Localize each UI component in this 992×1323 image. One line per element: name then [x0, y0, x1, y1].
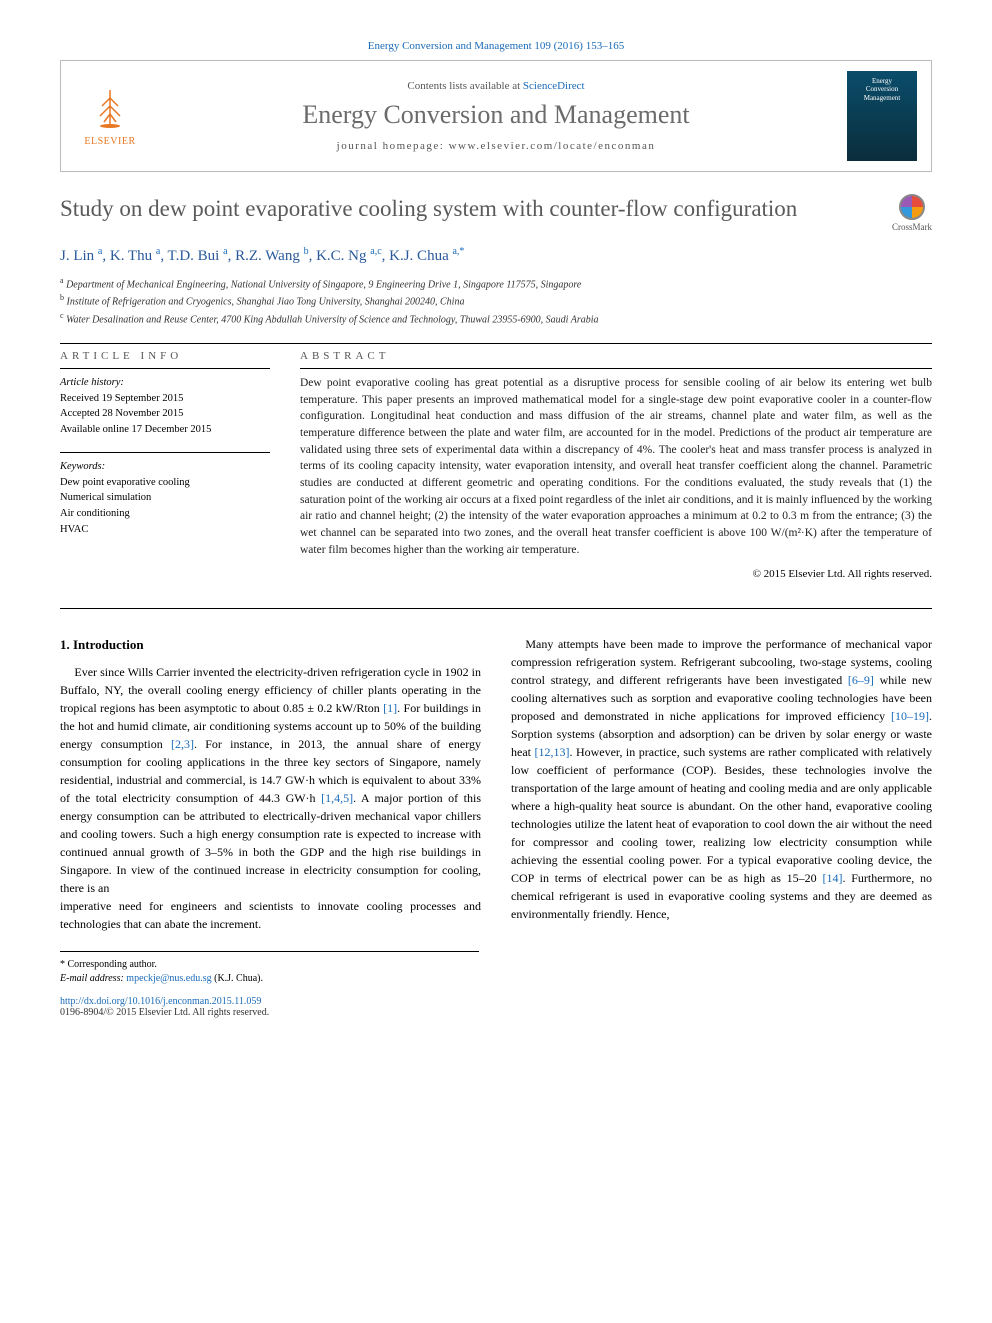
contents-line: Contents lists available at ScienceDirec… [145, 80, 847, 92]
keyword: Air conditioning [60, 506, 270, 522]
abstract-text: Dew point evaporative cooling has great … [300, 375, 932, 558]
article-info-label: ARTICLE INFO [60, 350, 270, 362]
keyword: HVAC [60, 522, 270, 538]
email-link[interactable]: mpeckje@nus.edu.sg [126, 973, 211, 984]
elsevier-tree-icon [88, 86, 132, 136]
abstract-label: ABSTRACT [300, 350, 932, 362]
body-paragraph: Ever since Wills Carrier invented the el… [60, 663, 481, 897]
citation-link[interactable]: Energy Conversion and Management 109 (20… [368, 40, 624, 52]
doi-link[interactable]: http://dx.doi.org/10.1016/j.enconman.201… [60, 996, 261, 1007]
running-header: Energy Conversion and Management 109 (20… [60, 40, 932, 52]
corresponding-author-footnote: * Corresponding author. E-mail address: … [60, 951, 479, 986]
ref-link[interactable]: [6–9] [848, 673, 874, 687]
journal-homepage: journal homepage: www.elsevier.com/locat… [145, 140, 847, 152]
ref-link[interactable]: [1] [383, 701, 397, 715]
divider [60, 368, 270, 369]
affiliation-line: a Department of Mechanical Engineering, … [60, 275, 932, 292]
ref-link[interactable]: [14] [822, 871, 842, 885]
journal-name: Energy Conversion and Management [145, 100, 847, 130]
ref-link[interactable]: [2,3] [171, 737, 194, 751]
masthead: ELSEVIER Contents lists available at Sci… [60, 60, 932, 172]
issn-copyright: 0196-8904/© 2015 Elsevier Ltd. All right… [60, 1007, 269, 1018]
crossmark-label: CrossMark [892, 222, 932, 232]
section-heading: 1. Introduction [60, 635, 481, 655]
ref-link[interactable]: [12,13] [534, 745, 569, 759]
ref-link[interactable]: [10–19] [891, 709, 929, 723]
crossmark-icon [899, 194, 925, 220]
ref-link[interactable]: [1,4,5] [321, 791, 353, 805]
article-history: Article history: Received 19 September 2… [60, 375, 270, 438]
affiliations: a Department of Mechanical Engineering, … [60, 275, 932, 327]
divider [60, 343, 932, 344]
divider [300, 368, 932, 369]
body-paragraph: imperative need for engineers and scient… [60, 897, 481, 933]
crossmark-badge[interactable]: CrossMark [892, 194, 932, 232]
author-list: J. Lin a, K. Thu a, T.D. Bui a, R.Z. Wan… [60, 246, 932, 265]
divider [60, 608, 932, 609]
body-text: 1. Introduction Ever since Wills Carrier… [60, 635, 932, 933]
divider [60, 452, 270, 453]
publisher-logo: ELSEVIER [75, 81, 145, 151]
article-title: Study on dew point evaporative cooling s… [60, 194, 892, 224]
body-paragraph: Many attempts have been made to improve … [511, 635, 932, 923]
affiliation-line: b Institute of Refrigeration and Cryogen… [60, 292, 932, 309]
keyword: Numerical simulation [60, 490, 270, 506]
footer-bar: http://dx.doi.org/10.1016/j.enconman.201… [60, 996, 932, 1018]
keywords-block: Keywords: Dew point evaporative coolingN… [60, 459, 270, 538]
affiliation-line: c Water Desalination and Reuse Center, 4… [60, 310, 932, 327]
keyword: Dew point evaporative cooling [60, 475, 270, 491]
abstract-copyright: © 2015 Elsevier Ltd. All rights reserved… [300, 568, 932, 580]
sciencedirect-link[interactable]: ScienceDirect [523, 80, 585, 92]
journal-cover-thumbnail: Energy Conversion Management [847, 71, 917, 161]
publisher-name: ELSEVIER [84, 136, 135, 147]
